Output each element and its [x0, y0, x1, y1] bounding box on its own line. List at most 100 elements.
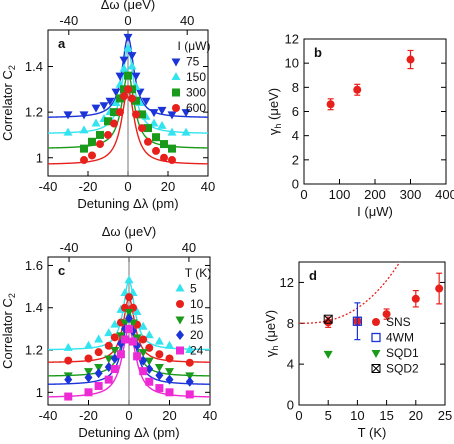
- data-point-c-0: [110, 319, 120, 328]
- data-point-c-0: [124, 275, 134, 284]
- data-point-a-3: [168, 156, 176, 165]
- panel-b: 0 100 200 300 400 0 2 4 6 8 10 12 I (μW) γh (μeV) b: [266, 32, 454, 220]
- data-point-c-4: [94, 381, 103, 390]
- data-point-a-3: [88, 151, 96, 160]
- data-point-a-3: [152, 146, 160, 155]
- data-point-c-0: [63, 342, 73, 351]
- legend-marker-c-3: [176, 330, 184, 340]
- data-point-a-3: [132, 110, 140, 119]
- y-axis-label-b-sub: h: [273, 124, 283, 129]
- data-point-c-4: [64, 392, 73, 401]
- data-point-a-0: [123, 33, 133, 42]
- data-point-a-0: [91, 104, 101, 113]
- data-point-a-2: [124, 71, 132, 80]
- x-axis-label-d: T (K): [358, 425, 387, 440]
- plot-area-a: [48, 30, 208, 176]
- y-axis-label-a: Correlator C2: [0, 65, 17, 141]
- legend-marker-c-1: [176, 300, 184, 308]
- data-point-c-2: [120, 319, 130, 328]
- data-point-c-1: [64, 356, 73, 365]
- top-x-tick-label-a: 0: [124, 13, 131, 28]
- y-tick-label-d: 8: [287, 316, 294, 331]
- x-tick-label-d: 15: [379, 408, 393, 423]
- data-point-d-0: [382, 310, 391, 319]
- data-point-c-2: [110, 347, 120, 356]
- data-point-c-2: [84, 368, 93, 377]
- y-tick-label-b: 12: [285, 32, 299, 47]
- data-point-c-0: [144, 330, 154, 339]
- legend-marker-c-2: [175, 316, 185, 325]
- data-point-c-3: [125, 313, 133, 324]
- data-point-a-3: [104, 130, 112, 139]
- data-point-c-1: [94, 348, 103, 357]
- data-point-c-4: [165, 388, 174, 397]
- x-tick-label-d: 10: [350, 408, 364, 423]
- legend-label-a-1: 150: [186, 70, 206, 84]
- data-point-c-4: [120, 335, 129, 344]
- data-point-a-1: [127, 61, 137, 70]
- plot-frame-d: [298, 261, 446, 406]
- data-point-c-0: [165, 340, 174, 349]
- top-x-tick-label-c: 0: [125, 240, 132, 255]
- data-point-d-0: [324, 318, 333, 327]
- legend-label-c-0: 5: [190, 282, 197, 296]
- data-point-c-3: [165, 374, 174, 385]
- y-axis-label-c-main: Correlator C: [0, 298, 15, 369]
- legend-marker-c-4: [176, 346, 184, 355]
- x-tick-label-c: 40: [203, 408, 217, 423]
- data-point-d-0: [411, 294, 420, 303]
- data-point-a-0: [99, 102, 109, 111]
- data-point-c-1: [155, 350, 164, 359]
- data-point-c-1: [139, 335, 148, 344]
- x-tick-label-b: 400: [435, 187, 454, 202]
- y-axis-label-a-main: Correlator C: [0, 70, 15, 141]
- data-point-b-0: [406, 55, 415, 64]
- y-axis-label-c-sub: 2: [7, 293, 17, 298]
- legend-marker-c-0: [175, 283, 185, 292]
- legend-label-c-3: 20: [190, 328, 204, 342]
- x-axis-label-c: Detuning Δλ (pm): [78, 425, 179, 440]
- data-point-c-4: [84, 388, 93, 397]
- legend-marker-d-2: [371, 350, 381, 358]
- data-point-c-3: [155, 370, 164, 381]
- y-tick-label-b: 2: [292, 152, 299, 167]
- y-tick-label-c: 1: [36, 385, 43, 400]
- data-point-c-1: [104, 341, 113, 350]
- data-point-b-0: [353, 85, 362, 94]
- model-fit-d: [299, 262, 401, 324]
- legend-label-c-2: 15: [190, 313, 204, 327]
- legend-marker-a-3: [172, 104, 180, 112]
- x-tick-label-d: 5: [325, 408, 332, 423]
- data-point-c-3: [139, 355, 148, 366]
- y-tick-label-b: 0: [292, 177, 299, 192]
- data-point-d-2: [323, 350, 333, 359]
- plot-frame-b: [303, 38, 447, 185]
- data-point-c-4: [125, 324, 133, 333]
- data-point-c-0: [94, 334, 104, 343]
- plot-area-c: [48, 257, 210, 405]
- data-point-d-0: [435, 284, 444, 293]
- data-point-c-4: [129, 337, 138, 346]
- y-tick-label-a: 1.2: [25, 105, 43, 120]
- top-x-axis-label-c: Δω (μeV): [102, 224, 157, 239]
- data-point-a-3: [128, 94, 136, 103]
- data-point-a-3: [160, 153, 168, 162]
- legend-marker-d-3-box: [371, 364, 381, 373]
- legend-label-d-1: 4WM: [386, 331, 414, 345]
- data-point-a-2: [96, 130, 104, 139]
- legend-label-a-0: 75: [186, 55, 200, 69]
- y-tick-label-c: 1.6: [25, 258, 43, 273]
- legend-label-a-2: 300: [186, 86, 206, 100]
- panel-letter-d: d: [309, 268, 317, 283]
- y-tick-label-c: 1.2: [25, 343, 43, 358]
- y-axis-label-d-main: γ: [263, 350, 278, 357]
- y-axis-label-d-sub: h: [270, 346, 280, 351]
- data-point-c-1: [125, 293, 133, 302]
- legend-marker-d-0: [372, 318, 380, 326]
- data-point-c-4: [155, 384, 164, 393]
- data-point-c-4: [133, 352, 142, 361]
- data-point-a-0: [131, 72, 141, 81]
- y-tick-label-a: 1: [36, 150, 43, 165]
